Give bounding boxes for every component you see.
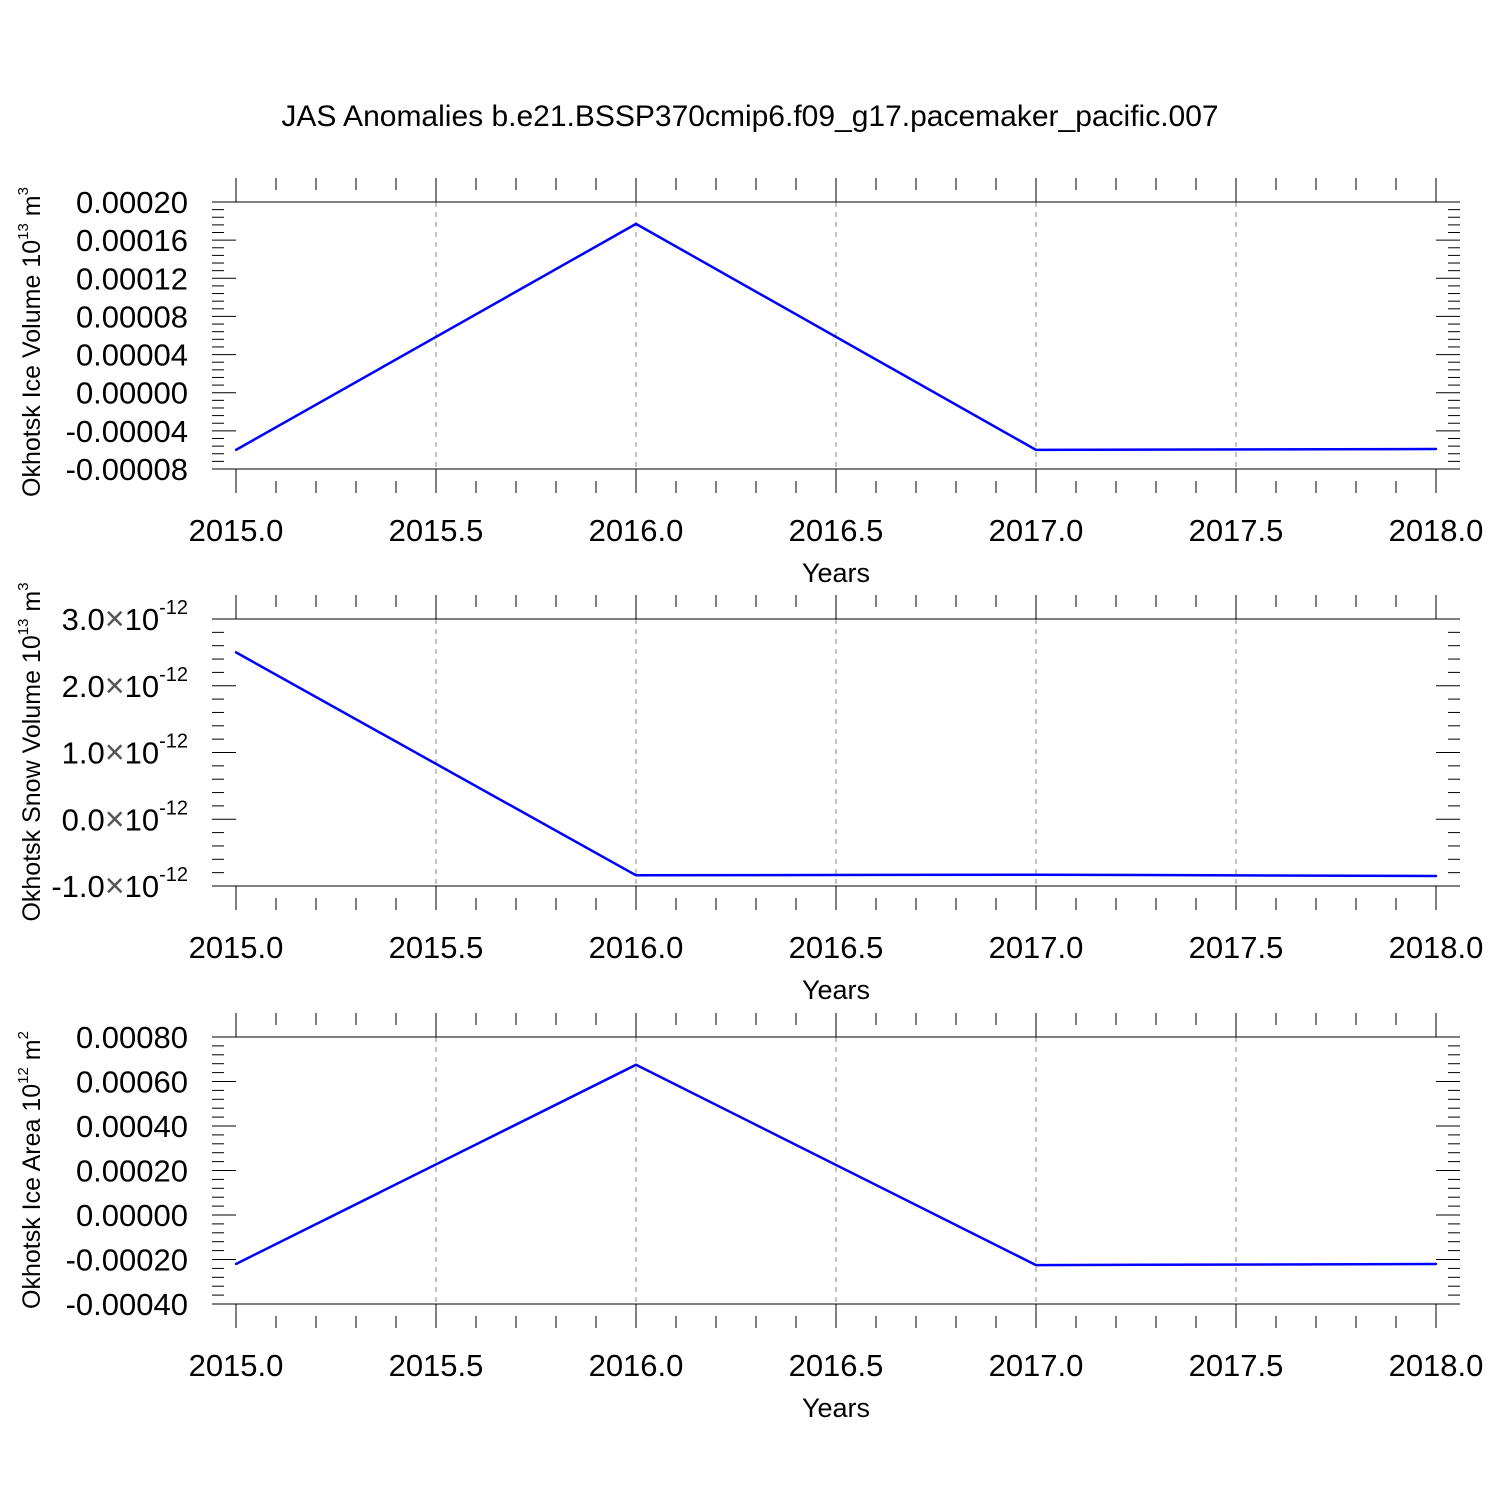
y-tick-label: -0.00040 [66, 1287, 188, 1322]
x-tick-label: 2017.0 [989, 1348, 1084, 1383]
y-tick-label: 0.00016 [76, 223, 188, 258]
y-tick-label: -1.0×10-12 [51, 864, 188, 905]
x-tick-label: 2016.5 [789, 930, 884, 965]
y-tick-label: -0.00004 [66, 414, 188, 449]
data-point [234, 651, 238, 654]
series-line [235, 222, 1437, 452]
data-point [234, 448, 238, 452]
x-tick-label: 2016.0 [589, 1348, 684, 1383]
y-tick-label: 0.00080 [76, 1020, 188, 1055]
data-point [1034, 448, 1038, 452]
data-point [634, 874, 638, 877]
x-axis-label: Years [802, 1393, 870, 1423]
series-line [235, 651, 1437, 878]
x-tick-label: 2017.0 [989, 513, 1084, 548]
data-point [1434, 874, 1438, 878]
y-tick-label: -0.00008 [66, 452, 188, 487]
y-tick-label: 3.0×10-12 [62, 597, 188, 638]
x-tick-label: 2015.5 [389, 1348, 484, 1383]
y-tick-label: 0.00008 [76, 299, 188, 334]
x-tick-label: 2015.5 [389, 513, 484, 548]
x-tick-label: 2017.5 [1189, 1348, 1284, 1383]
x-tick-label: 2017.5 [1189, 513, 1284, 548]
y-tick-label: 0.00012 [76, 261, 188, 296]
x-tick-label: 2015.0 [189, 930, 284, 965]
x-axis-label: Years [802, 558, 870, 588]
data-point [1034, 873, 1038, 876]
x-tick-label: 2016.5 [789, 513, 884, 548]
data-point [634, 222, 638, 226]
y-axis-label: Okhotsk Ice Volume 1013 m3 [15, 187, 46, 497]
y-axis-label: Okhotsk Ice Area 1012 m2 [15, 1031, 46, 1309]
x-axis-label: Years [802, 975, 870, 1005]
y-axis-label: Okhotsk Snow Volume 1013 m3 [15, 582, 46, 921]
x-tick-label: 2017.5 [1189, 930, 1284, 965]
y-tick-label: 0.00004 [76, 338, 188, 373]
data-point [1434, 1262, 1438, 1266]
x-tick-label: 2018.0 [1389, 513, 1484, 548]
y-tick-label: 0.0×10-12 [62, 797, 188, 838]
x-tick-label: 2016.0 [589, 513, 684, 548]
x-tick-label: 2018.0 [1389, 1348, 1484, 1383]
y-tick-label: 0.00000 [76, 1198, 188, 1233]
x-tick-label: 2015.0 [189, 513, 284, 548]
x-tick-label: 2015.0 [189, 1348, 284, 1383]
figure-title: JAS Anomalies b.e21.BSSP370cmip6.f09_g17… [281, 100, 1219, 133]
x-tick-label: 2018.0 [1389, 930, 1484, 965]
data-point [234, 1262, 238, 1266]
x-tick-label: 2016.0 [589, 930, 684, 965]
y-tick-label: 0.00020 [76, 1154, 188, 1189]
x-tick-label: 2016.5 [789, 1348, 884, 1383]
y-tick-label: -0.00020 [66, 1243, 188, 1278]
data-point [1434, 447, 1438, 451]
y-tick-label: 0.00060 [76, 1065, 188, 1100]
data-point [634, 1063, 638, 1067]
y-tick-label: 2.0×10-12 [62, 664, 188, 705]
data-point [1034, 1263, 1038, 1267]
x-tick-label: 2015.5 [389, 930, 484, 965]
y-tick-label: 1.0×10-12 [62, 731, 188, 772]
y-tick-label: 0.00020 [76, 185, 188, 220]
y-tick-label: 0.00000 [76, 376, 188, 411]
y-tick-label: 0.00040 [76, 1109, 188, 1144]
series-line [235, 1063, 1437, 1267]
x-tick-label: 2017.0 [989, 930, 1084, 965]
